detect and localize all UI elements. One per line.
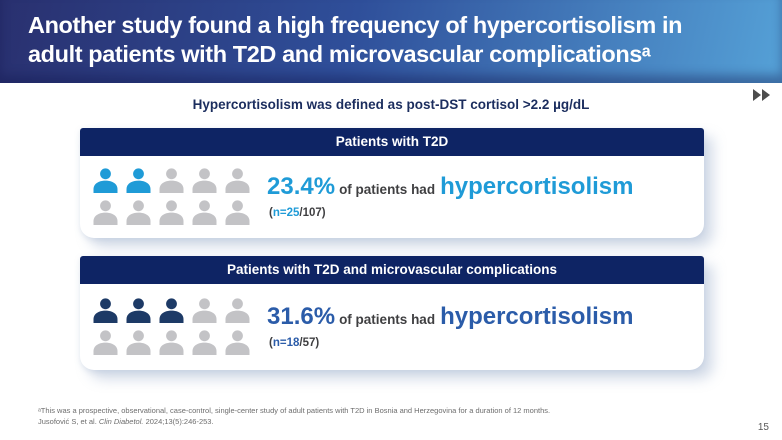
person-icon <box>224 167 251 193</box>
slide-header: Another study found a high frequency of … <box>0 0 782 83</box>
person-icon <box>158 297 185 323</box>
person-icon <box>92 199 119 225</box>
stat-mid-text: of patients had <box>339 312 436 327</box>
highlight-word: hypercortisolism <box>440 303 634 330</box>
footnote-ref-authors: Jusofović S, et al. <box>38 417 99 427</box>
person-icon <box>125 329 152 355</box>
card-patients-t2d-micro: Patients with T2D and microvascular comp… <box>80 256 704 370</box>
page-number: 15 <box>757 422 769 433</box>
stat-mid-text: of patients had <box>339 182 436 197</box>
person-icon <box>158 199 185 225</box>
n-line: (n=25/107) <box>267 207 633 219</box>
person-icon <box>191 167 218 193</box>
footnote-ref-pages: 2024;13(5):246-253. <box>143 417 214 427</box>
person-icon <box>224 199 251 225</box>
person-icon <box>158 329 185 355</box>
slide-title-line2: adult patients with T2D and microvascula… <box>28 40 651 67</box>
slide-title-line1: Another study found a high frequency of … <box>28 12 683 38</box>
person-icon <box>92 167 119 193</box>
stats-micro: 31.6% of patients had hypercortisolism (n=… <box>267 303 633 349</box>
n-suffix: /57) <box>299 337 320 349</box>
card-patients-t2d: Patients with T2D 23.4% of patients had hy… <box>80 128 704 238</box>
n-line: (n=18/57) <box>267 337 633 349</box>
person-icon <box>191 297 218 323</box>
person-icon <box>224 297 251 323</box>
card-patients-t2d-header: Patients with T2D <box>80 128 704 156</box>
person-icon <box>191 199 218 225</box>
footnote-study: ᵃThis was a prospective, observational, … <box>38 406 551 416</box>
n-prefix: ( <box>269 207 273 219</box>
person-icon <box>191 329 218 355</box>
pictogram-t2d <box>92 167 251 225</box>
percent-value: 31.6% <box>267 303 336 330</box>
stat-line: 23.4% of patients had hypercortisolism <box>267 173 633 201</box>
person-icon <box>92 297 119 323</box>
card-patients-t2d-micro-header: Patients with T2D and microvascular comp… <box>80 256 704 284</box>
definition-subtitle: Hypercortisolism was defined as post-DST… <box>192 97 590 112</box>
n-prefix: ( <box>269 337 273 349</box>
percent-value: 23.4% <box>267 173 336 200</box>
stat-line: 31.6% of patients had hypercortisolism <box>267 303 633 331</box>
person-icon <box>92 329 119 355</box>
person-icon <box>125 199 152 225</box>
pictogram-micro <box>92 297 251 355</box>
person-icon <box>125 297 152 323</box>
person-icon <box>158 167 185 193</box>
person-icon <box>125 167 152 193</box>
n-value: n=18 <box>272 337 300 349</box>
n-suffix: /107) <box>299 207 326 219</box>
footnote: ᵃThis was a prospective, observational, … <box>38 406 550 428</box>
stats-t2d: 23.4% of patients had hypercortisolism (n=… <box>267 173 633 219</box>
footnote-ref-journal: Clin Diabetol. <box>98 417 144 427</box>
slide-title: Another study found a high frequency of … <box>28 11 762 68</box>
fast-forward-icon[interactable] <box>751 88 773 102</box>
card-patients-t2d-body: 23.4% of patients had hypercortisolism (n=… <box>80 156 704 238</box>
person-icon <box>224 329 251 355</box>
n-value: n=25 <box>272 207 300 219</box>
footnote-reference: Jusofović S, et al. Clin Diabetol. 2024;… <box>38 417 550 428</box>
card-patients-t2d-micro-body: 31.6% of patients had hypercortisolism (n=… <box>80 284 704 370</box>
highlight-word: hypercortisolism <box>440 173 634 200</box>
